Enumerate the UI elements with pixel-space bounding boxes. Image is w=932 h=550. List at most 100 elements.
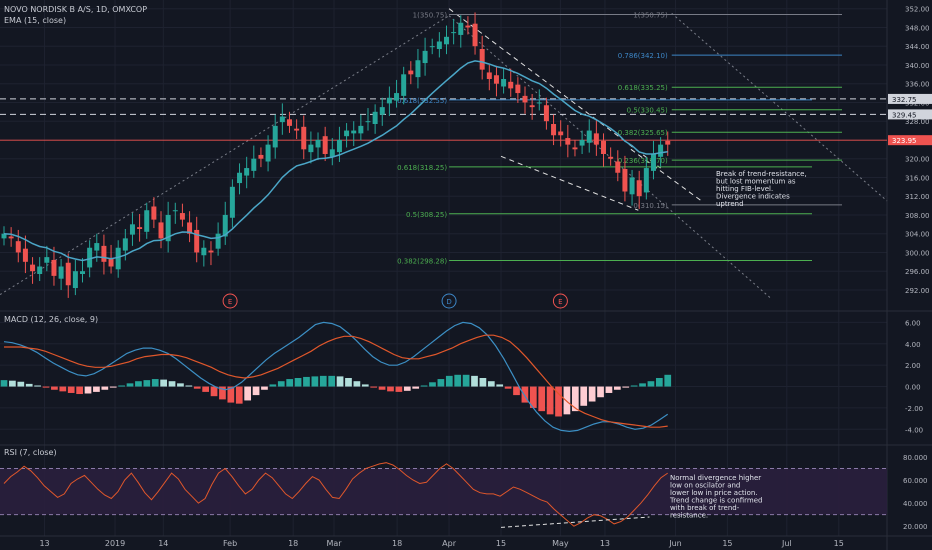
candle-body[interactable] [258, 154, 264, 159]
event-marker-circle[interactable] [552, 293, 568, 309]
candle-body[interactable] [558, 131, 564, 136]
macd-histogram-bar[interactable] [479, 378, 487, 387]
candle-body[interactable] [515, 84, 521, 94]
macd-histogram-bar[interactable] [639, 383, 646, 387]
candle-body[interactable] [372, 111, 378, 124]
candle-body[interactable] [315, 139, 321, 148]
event-marker-circle[interactable] [441, 293, 457, 309]
candle-body[interactable] [115, 247, 121, 270]
macd-histogram-bar[interactable] [219, 386, 226, 400]
macd-histogram-bar[interactable] [93, 386, 100, 392]
macd-histogram-bar[interactable] [420, 385, 428, 387]
macd-histogram-bar[interactable] [101, 386, 109, 390]
macd-histogram-bar[interactable] [395, 386, 403, 392]
macd-histogram-bar[interactable] [34, 385, 41, 387]
long-trend-line[interactable] [0, 15, 450, 296]
price-pane[interactable]: 1(350.75) 0.786(342.10) 0.618(335.25) 0.5(3… [0, 8, 888, 309]
candle-body[interactable] [443, 36, 449, 45]
macd-histogram-bar[interactable] [563, 386, 571, 415]
candle-body[interactable] [658, 144, 664, 157]
macd-histogram-bar[interactable] [0, 380, 8, 387]
macd-histogram-bar[interactable] [454, 374, 462, 387]
candle-body[interactable] [615, 161, 621, 173]
candle-body[interactable] [272, 125, 278, 148]
macd-legend[interactable]: MACD (12, 26, close, 9) [4, 315, 98, 324]
candle-body[interactable] [493, 75, 499, 84]
candle-body[interactable] [529, 105, 535, 108]
rsi-line[interactable] [3, 462, 668, 527]
macd-histogram-bar[interactable] [109, 386, 117, 388]
macd-histogram-bar[interactable] [67, 386, 75, 393]
candle-body[interactable] [601, 140, 607, 154]
rsi-divergence-line[interactable] [500, 516, 650, 528]
macd-histogram-bar[interactable] [210, 386, 218, 397]
macd-histogram-bar[interactable] [244, 386, 252, 401]
candle-body[interactable] [279, 116, 285, 123]
macd-histogram-bar[interactable] [555, 386, 562, 417]
macd-histogram-bar[interactable] [168, 381, 176, 387]
macd-histogram-bar[interactable] [655, 378, 663, 387]
macd-histogram-bar[interactable] [571, 386, 579, 412]
candle-body[interactable] [122, 238, 128, 251]
macd-histogram-bar[interactable] [294, 378, 302, 387]
macd-histogram-bar[interactable] [286, 379, 294, 387]
macd-histogram-bar[interactable] [613, 386, 621, 390]
macd-histogram-bar[interactable] [185, 385, 193, 387]
macd-histogram-bar[interactable] [546, 386, 554, 415]
symbol-legend[interactable]: NOVO NORDISK B A/S, 1D, OMXCOP [4, 5, 147, 14]
candle-body[interactable] [336, 139, 342, 153]
candle-body[interactable] [37, 266, 43, 275]
macd-histogram-bar[interactable] [9, 380, 16, 387]
macd-histogram-bar[interactable] [177, 383, 184, 387]
candle-body[interactable] [151, 206, 157, 220]
candle-body[interactable] [308, 144, 314, 153]
candle-body[interactable] [472, 23, 478, 47]
candle-body[interactable] [8, 236, 14, 239]
candle-body[interactable] [229, 186, 235, 218]
macd-pane[interactable] [0, 321, 672, 433]
price-axes[interactable]: 352.00348.00344.00340.00336.00332.00328.… [888, 6, 932, 532]
candle-body[interactable] [636, 180, 642, 197]
macd-histogram-bar[interactable] [311, 376, 319, 387]
candle-body[interactable] [44, 257, 50, 263]
macd-histogram-bar[interactable] [597, 386, 604, 398]
candle-body[interactable] [358, 125, 364, 134]
candle-body[interactable] [244, 168, 250, 176]
candle-body[interactable] [344, 130, 350, 137]
candle-body[interactable] [394, 93, 400, 101]
candle-body[interactable] [629, 177, 635, 195]
candle-body[interactable] [222, 214, 228, 237]
macd-histogram-bar[interactable] [252, 386, 260, 396]
ema-line[interactable] [3, 60, 668, 262]
macd-histogram-bar[interactable] [521, 386, 529, 403]
macd-histogram-bar[interactable] [319, 375, 327, 387]
trend-line-projection[interactable] [630, 148, 702, 202]
candle-body[interactable] [551, 124, 557, 136]
macd-histogram-bar[interactable] [529, 386, 537, 408]
candle-body[interactable] [187, 222, 193, 234]
candle-body[interactable] [458, 22, 464, 35]
candle-body[interactable] [522, 95, 528, 103]
candle-body[interactable] [665, 140, 671, 145]
macd-histogram-bar[interactable] [84, 386, 92, 394]
candle-body[interactable] [486, 72, 492, 79]
macd-histogram-bar[interactable] [429, 382, 436, 387]
macd-histogram-bar[interactable] [160, 379, 167, 387]
macd-histogram-bar[interactable] [361, 384, 369, 387]
candle-body[interactable] [579, 139, 585, 146]
ema-legend[interactable]: EMA (15, close) [4, 16, 66, 25]
candle-body[interactable] [72, 271, 78, 289]
candle-body[interactable] [536, 102, 542, 104]
macd-histogram-bar[interactable] [403, 386, 411, 391]
candle-body[interactable] [294, 128, 300, 131]
macd-histogram-bar[interactable] [269, 384, 277, 387]
macd-histogram-bar[interactable] [664, 374, 672, 387]
macd-histogram-bar[interactable] [504, 386, 512, 389]
macd-histogram-bar[interactable] [538, 386, 546, 412]
time-axis[interactable]: 13 2019 14 Feb 18 Mar 18 Apr 15 May 13 Jun 15 Jul 15 [39, 539, 843, 548]
macd-histogram-bar[interactable] [513, 386, 520, 396]
rsi-legend[interactable]: RSI (7, close) [4, 448, 57, 457]
macd-histogram-bar[interactable] [353, 381, 361, 387]
candle-body[interactable] [237, 172, 243, 184]
macd-histogram-bar[interactable] [42, 386, 50, 388]
